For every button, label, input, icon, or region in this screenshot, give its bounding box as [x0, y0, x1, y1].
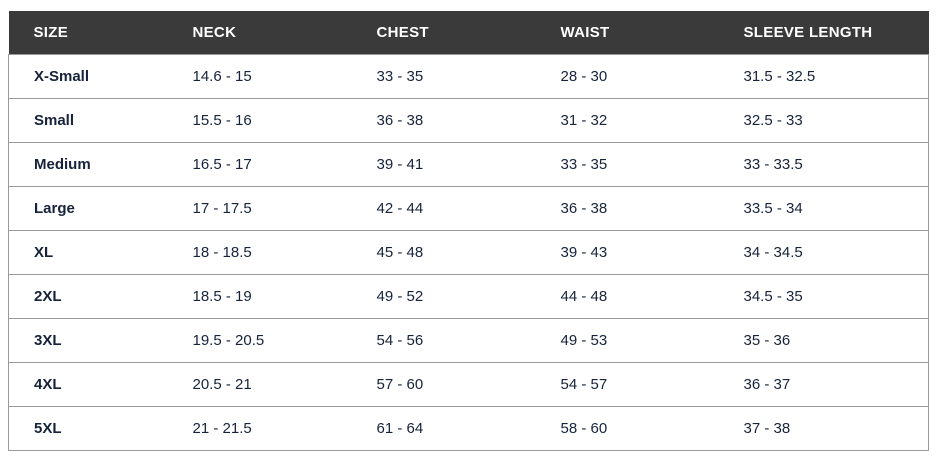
measurement-cell: 18 - 18.5	[167, 230, 352, 275]
measurement-cell: 17 - 17.5	[167, 186, 352, 231]
measurement-cell: 57 - 60	[351, 362, 536, 407]
measurement-cell: 19.5 - 20.5	[167, 318, 352, 363]
size-cell: 5XL	[8, 406, 168, 451]
column-header-chest: CHEST	[351, 11, 536, 55]
measurement-cell: 61 - 64	[351, 406, 536, 451]
measurement-cell: 15.5 - 16	[167, 98, 352, 143]
table-row: X-Small 14.6 - 15 33 - 35 28 - 30 31.5 - 32.…	[8, 54, 929, 99]
measurement-cell: 35 - 36	[718, 318, 929, 363]
size-cell: XL	[8, 230, 168, 275]
measurement-cell: 14.6 - 15	[167, 54, 352, 99]
measurement-cell: 31 - 32	[535, 98, 719, 143]
measurement-cell: 33 - 33.5	[718, 142, 929, 187]
column-header-sleeve-length: SLEEVE LENGTH	[718, 11, 929, 55]
table-row: 4XL 20.5 - 21 57 - 60 54 - 57 36 - 37	[8, 362, 929, 407]
column-header-neck: NECK	[167, 11, 352, 55]
measurement-cell: 31.5 - 32.5	[718, 54, 929, 99]
size-cell: 2XL	[8, 274, 168, 319]
measurement-cell: 42 - 44	[351, 186, 536, 231]
table-row: 5XL 21 - 21.5 61 - 64 58 - 60 37 - 38	[8, 406, 929, 451]
measurement-cell: 36 - 38	[535, 186, 719, 231]
measurement-cell: 33 - 35	[535, 142, 719, 187]
measurement-cell: 33.5 - 34	[718, 186, 929, 231]
measurement-cell: 49 - 52	[351, 274, 536, 319]
table-row: Large 17 - 17.5 42 - 44 36 - 38 33.5 - 34	[8, 186, 929, 231]
measurement-cell: 37 - 38	[718, 406, 929, 451]
measurement-cell: 21 - 21.5	[167, 406, 352, 451]
measurement-cell: 45 - 48	[351, 230, 536, 275]
measurement-cell: 36 - 38	[351, 98, 536, 143]
measurement-cell: 34 - 34.5	[718, 230, 929, 275]
size-cell: 3XL	[8, 318, 168, 363]
measurement-cell: 34.5 - 35	[718, 274, 929, 319]
measurement-cell: 20.5 - 21	[167, 362, 352, 407]
measurement-cell: 18.5 - 19	[167, 274, 352, 319]
size-chart-table: SIZE NECK CHEST WAIST SLEEVE LENGTH X-Small 1…	[8, 11, 929, 451]
measurement-cell: 16.5 - 17	[167, 142, 352, 187]
size-cell: X-Small	[8, 54, 168, 99]
measurement-cell: 39 - 41	[351, 142, 536, 187]
size-cell: Small	[8, 98, 168, 143]
table-row: Small 15.5 - 16 36 - 38 31 - 32 32.5 - 33	[8, 98, 929, 143]
table-row: 3XL 19.5 - 20.5 54 - 56 49 - 53 35 - 36	[8, 318, 929, 363]
table-row: 2XL 18.5 - 19 49 - 52 44 - 48 34.5 - 35	[8, 274, 929, 319]
measurement-cell: 44 - 48	[535, 274, 719, 319]
column-header-waist: WAIST	[535, 11, 719, 55]
measurement-cell: 54 - 57	[535, 362, 719, 407]
measurement-cell: 54 - 56	[351, 318, 536, 363]
measurement-cell: 39 - 43	[535, 230, 719, 275]
size-cell: Large	[8, 186, 168, 231]
measurement-cell: 33 - 35	[351, 54, 536, 99]
header-row: SIZE NECK CHEST WAIST SLEEVE LENGTH	[8, 11, 929, 55]
measurement-cell: 58 - 60	[535, 406, 719, 451]
column-header-size: SIZE	[8, 11, 168, 55]
size-cell: Medium	[8, 142, 168, 187]
size-cell: 4XL	[8, 362, 168, 407]
measurement-cell: 49 - 53	[535, 318, 719, 363]
table-row: Medium 16.5 - 17 39 - 41 33 - 35 33 - 33.5	[8, 142, 929, 187]
measurement-cell: 32.5 - 33	[718, 98, 929, 143]
table-row: XL 18 - 18.5 45 - 48 39 - 43 34 - 34.5	[8, 230, 929, 275]
measurement-cell: 36 - 37	[718, 362, 929, 407]
measurement-cell: 28 - 30	[535, 54, 719, 99]
